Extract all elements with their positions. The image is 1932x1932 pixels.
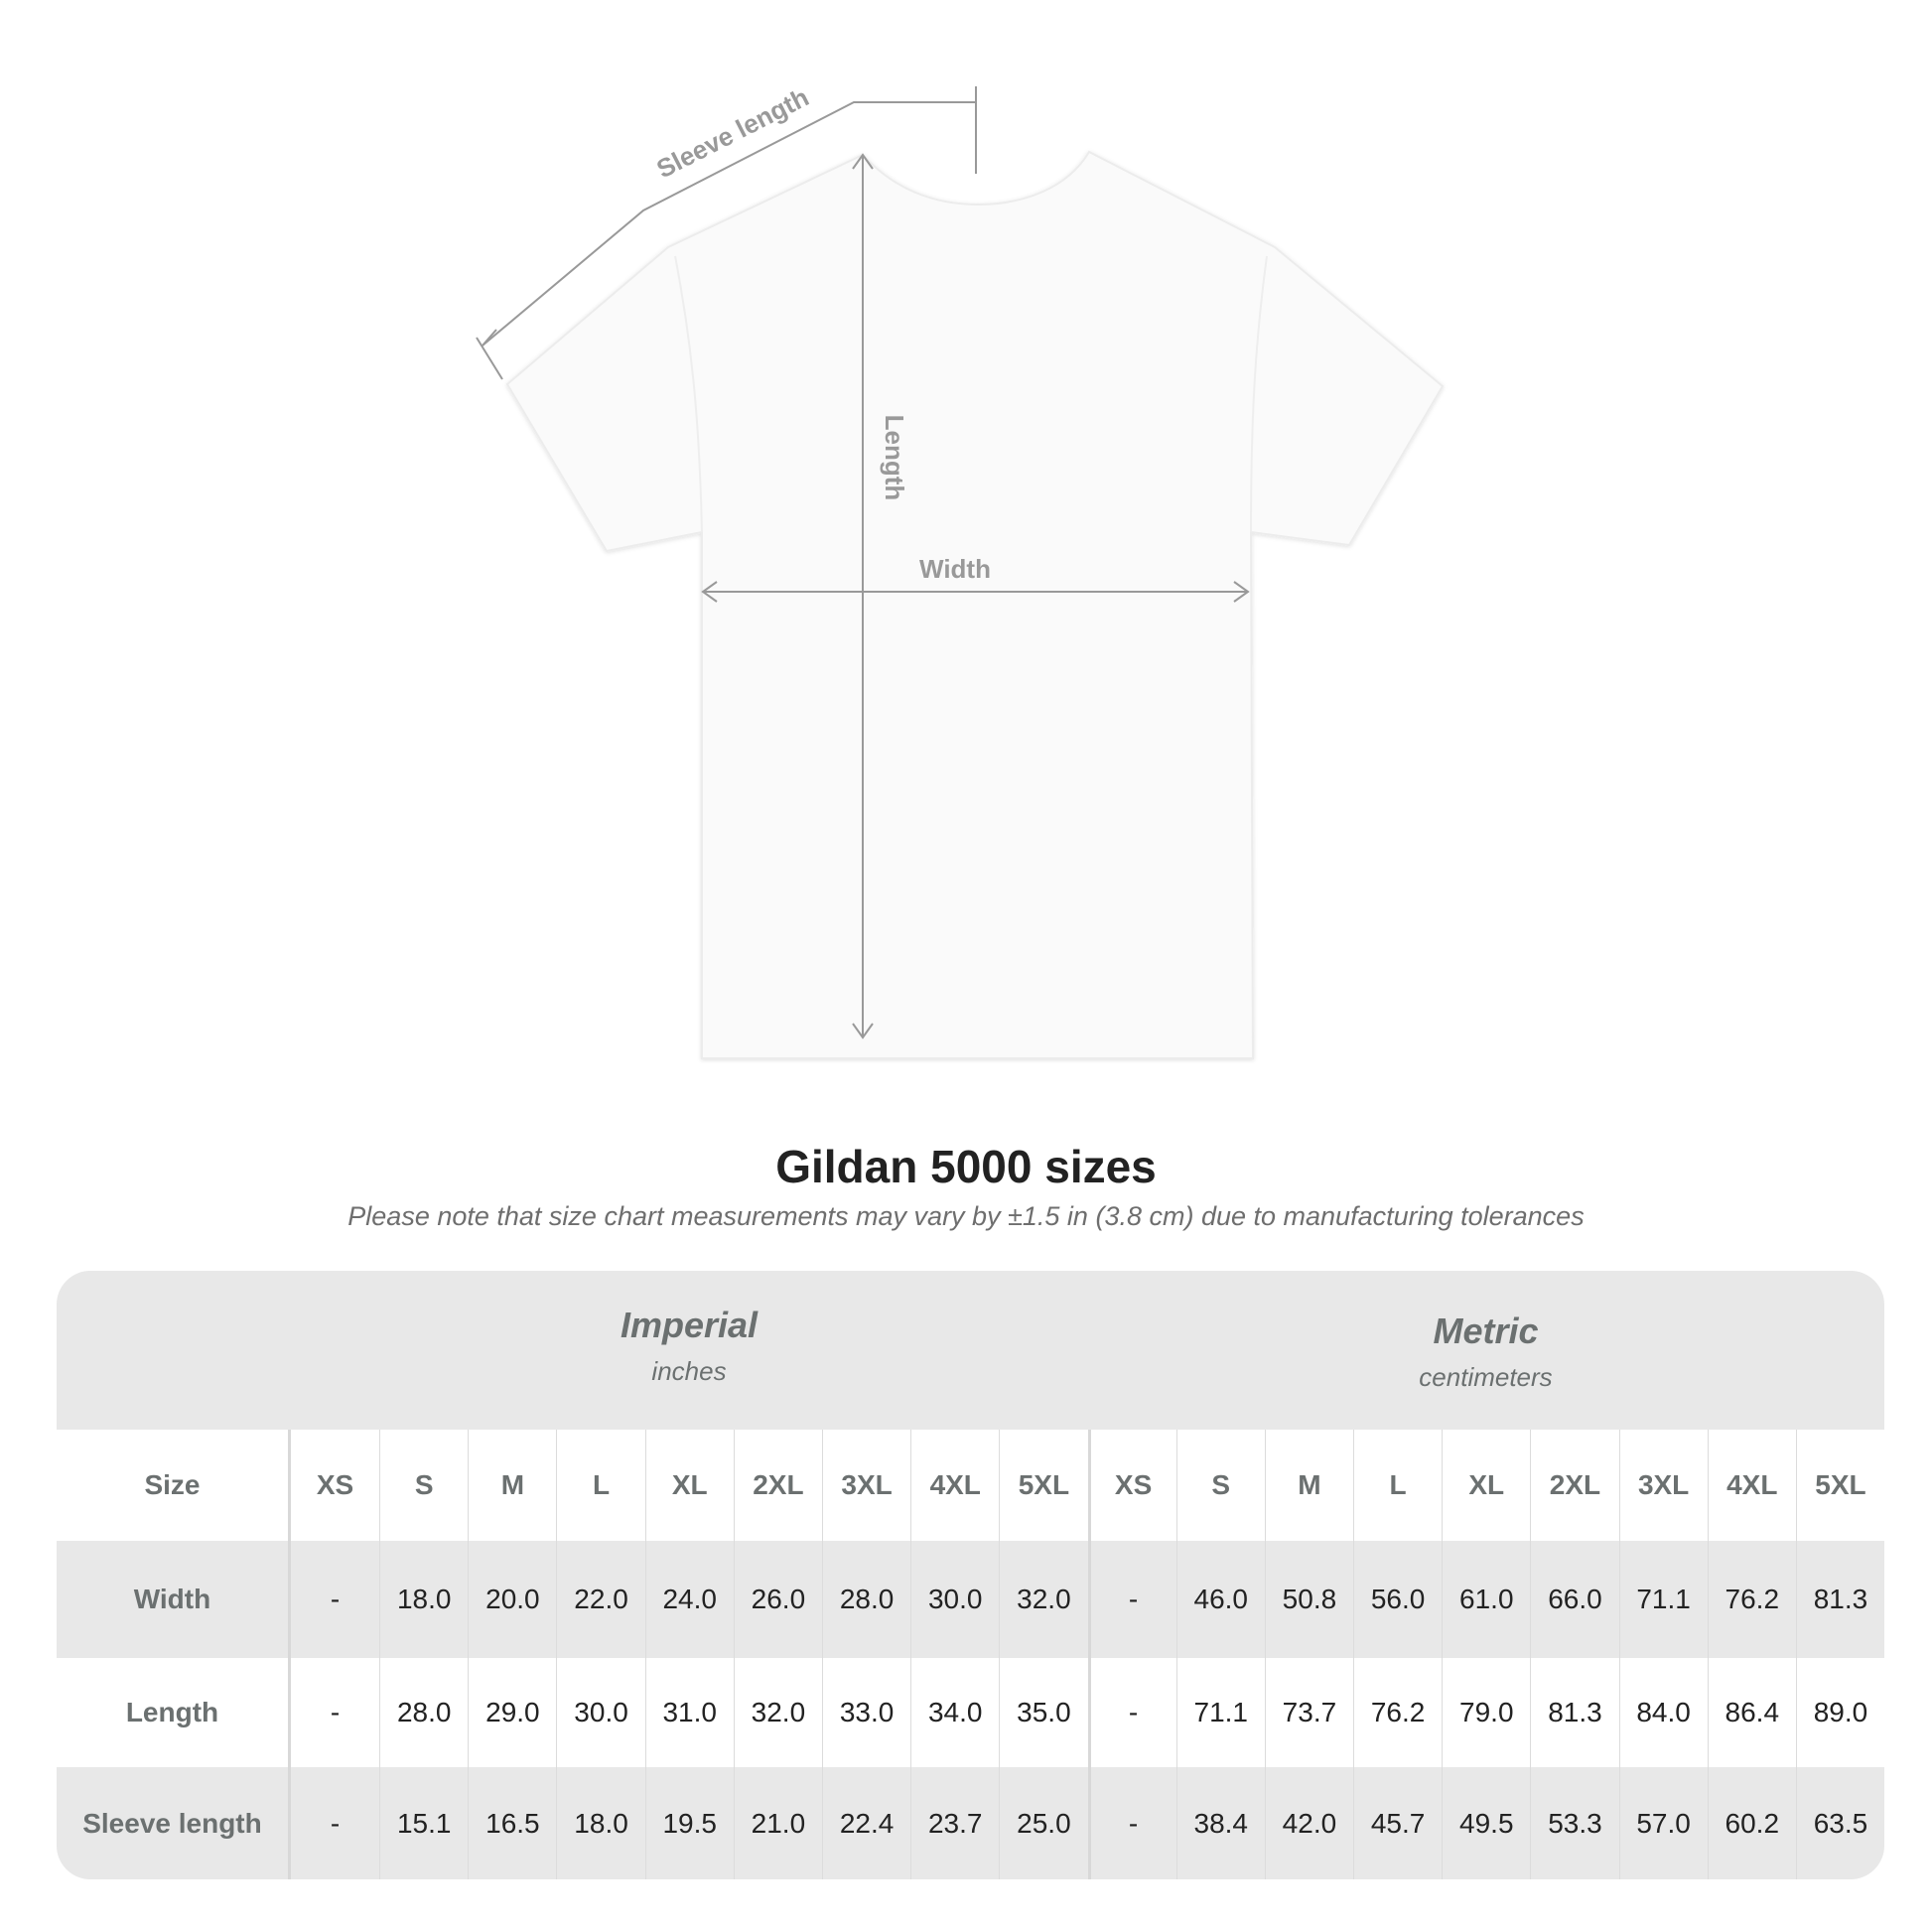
metric-value-cell: 79.0 bbox=[1442, 1658, 1530, 1767]
metric-value-cell: 57.0 bbox=[1618, 1767, 1708, 1879]
size-header-cell: 5XL bbox=[1795, 1430, 1884, 1541]
imperial-value-cell: 30.0 bbox=[910, 1541, 999, 1658]
imperial-value-cell: 29.0 bbox=[468, 1658, 556, 1767]
imperial-value-cell: 30.0 bbox=[556, 1658, 644, 1767]
size-header-cell: 2XL bbox=[733, 1430, 822, 1541]
row-label: Size bbox=[57, 1430, 291, 1541]
imperial-value-cell: 19.5 bbox=[644, 1767, 734, 1879]
tolerance-note: Please note that size chart measurements… bbox=[347, 1201, 1585, 1231]
table-row: Length -28.0 29.0 30.0 31.0 32.0 33.0 34.0 35.0-… bbox=[57, 1658, 1884, 1767]
metric-value-cell: 49.5 bbox=[1442, 1767, 1530, 1879]
imperial-value-cell: 28.0 bbox=[821, 1541, 910, 1658]
imperial-value-cell: 20.0 bbox=[468, 1541, 556, 1658]
metric-value-cell: 71.1 bbox=[1618, 1541, 1708, 1658]
metric-value-cell: 73.7 bbox=[1264, 1658, 1353, 1767]
imperial-value-cell: 18.0 bbox=[556, 1767, 644, 1879]
length-label: Length bbox=[880, 415, 909, 501]
imperial-title: Imperial bbox=[620, 1305, 759, 1345]
row-label: Width bbox=[57, 1541, 291, 1658]
width-label: Width bbox=[919, 554, 991, 584]
metric-value-cell: 45.7 bbox=[1353, 1767, 1442, 1879]
imperial-value-cell: - bbox=[330, 1807, 341, 1839]
size-header-cell: 3XL bbox=[821, 1430, 910, 1541]
size-header-cell: XL bbox=[1442, 1430, 1530, 1541]
tshirt-shape bbox=[505, 150, 1445, 1059]
metric-value-cell: 46.0 bbox=[1175, 1541, 1265, 1658]
imperial-value-cell: 35.0 bbox=[999, 1658, 1087, 1767]
imperial-value-cell: 23.7 bbox=[910, 1767, 999, 1879]
metric-value-cell: 61.0 bbox=[1442, 1541, 1530, 1658]
metric-value-cell: 56.0 bbox=[1353, 1541, 1442, 1658]
size-header-cell: 4XL bbox=[910, 1430, 999, 1541]
imperial-value-cell: 34.0 bbox=[910, 1658, 999, 1767]
imperial-value-cell: 33.0 bbox=[821, 1658, 910, 1767]
metric-header: Metric centimeters bbox=[1087, 1311, 1884, 1469]
metric-unit: centimeters bbox=[1419, 1362, 1553, 1392]
size-header-cell: S bbox=[1175, 1430, 1265, 1541]
imperial-unit: inches bbox=[651, 1356, 727, 1386]
imperial-value-cell: 16.5 bbox=[468, 1767, 556, 1879]
imperial-value-cell: 26.0 bbox=[733, 1541, 822, 1658]
size-header-cell: 5XL bbox=[999, 1430, 1087, 1541]
row-label: Sleeve length bbox=[57, 1767, 291, 1879]
imperial-value-cell: 32.0 bbox=[733, 1658, 822, 1767]
sleeve-length-label: Sleeve length bbox=[651, 82, 813, 185]
imperial-value-cell: 22.0 bbox=[556, 1541, 644, 1658]
imperial-value-cell: 31.0 bbox=[644, 1658, 734, 1767]
row-label: Length bbox=[57, 1658, 291, 1767]
size-header-cell: M bbox=[1264, 1430, 1353, 1541]
imperial-value-cell: 18.0 bbox=[379, 1541, 468, 1658]
metric-value-cell: 86.4 bbox=[1707, 1658, 1796, 1767]
metric-value-cell: - bbox=[1087, 1658, 1176, 1767]
size-header-cell: XL bbox=[644, 1430, 734, 1541]
size-header-cell: 2XL bbox=[1530, 1430, 1618, 1541]
size-header-cell: M bbox=[468, 1430, 556, 1541]
metric-value-cell: 81.3 bbox=[1795, 1541, 1884, 1658]
imperial-value-cell: 25.0 bbox=[999, 1767, 1087, 1879]
page-title: Gildan 5000 sizes bbox=[775, 1141, 1157, 1192]
imperial-header: Imperial inches bbox=[291, 1305, 1087, 1463]
imperial-value-cell: 15.1 bbox=[379, 1767, 468, 1879]
size-header-row: Size XS S M L XL 2XL 3XL 4XL 5XL XS S M L XL 2XL 3XL 4XL 5… bbox=[57, 1430, 1884, 1541]
metric-title: Metric bbox=[1433, 1311, 1539, 1351]
size-header-cell: XS bbox=[316, 1469, 354, 1500]
imperial-value-cell: 21.0 bbox=[733, 1767, 822, 1879]
size-header-cell: S bbox=[379, 1430, 468, 1541]
metric-value-cell: 71.1 bbox=[1175, 1658, 1265, 1767]
metric-value-cell: 50.8 bbox=[1264, 1541, 1353, 1658]
metric-value-cell: 76.2 bbox=[1353, 1658, 1442, 1767]
metric-value-cell: 76.2 bbox=[1707, 1541, 1796, 1658]
metric-value-cell: 63.5 bbox=[1795, 1767, 1884, 1879]
size-header-cell: L bbox=[556, 1430, 644, 1541]
table-row: Sleeve length - 15.1 16.5 18.0 19.5 21.0 22.4 23… bbox=[57, 1767, 1884, 1879]
sleeve-length-line bbox=[482, 101, 976, 346]
imperial-value-cell: 22.4 bbox=[821, 1767, 910, 1879]
imperial-value-cell: - bbox=[330, 1584, 341, 1614]
metric-value-cell: 38.4 bbox=[1175, 1767, 1265, 1879]
annotation-lines bbox=[476, 86, 1250, 1039]
metric-value-cell: - bbox=[1087, 1767, 1176, 1879]
size-header-cell: 4XL bbox=[1707, 1430, 1796, 1541]
metric-value-cell: 53.3 bbox=[1530, 1767, 1618, 1879]
imperial-value-cell: 24.0 bbox=[644, 1541, 734, 1658]
size-header-cell: XS bbox=[1087, 1430, 1176, 1541]
metric-value-cell: 89.0 bbox=[1795, 1658, 1884, 1767]
size-table: Imperial inches Metric centimeters Size X… bbox=[57, 1271, 1884, 1879]
metric-value-cell: 42.0 bbox=[1264, 1767, 1353, 1879]
metric-value-cell: 84.0 bbox=[1618, 1658, 1708, 1767]
imperial-value-cell: 32.0 bbox=[999, 1541, 1087, 1658]
metric-value-cell: 81.3 bbox=[1530, 1658, 1618, 1767]
table-row: Width -18.0 20.0 22.0 24.0 26.0 28.0 30.0 32.0-4… bbox=[57, 1541, 1884, 1658]
imperial-value-cell: 28.0 bbox=[379, 1658, 468, 1767]
tshirt-diagram: Sleeve length Length Width bbox=[476, 82, 1445, 1059]
size-header-cell: 3XL bbox=[1618, 1430, 1708, 1541]
imperial-value-cell: - bbox=[330, 1697, 341, 1727]
metric-value-cell: - bbox=[1087, 1541, 1176, 1658]
metric-value-cell: 66.0 bbox=[1530, 1541, 1618, 1658]
size-header-cell: L bbox=[1353, 1430, 1442, 1541]
metric-value-cell: 60.2 bbox=[1707, 1767, 1796, 1879]
